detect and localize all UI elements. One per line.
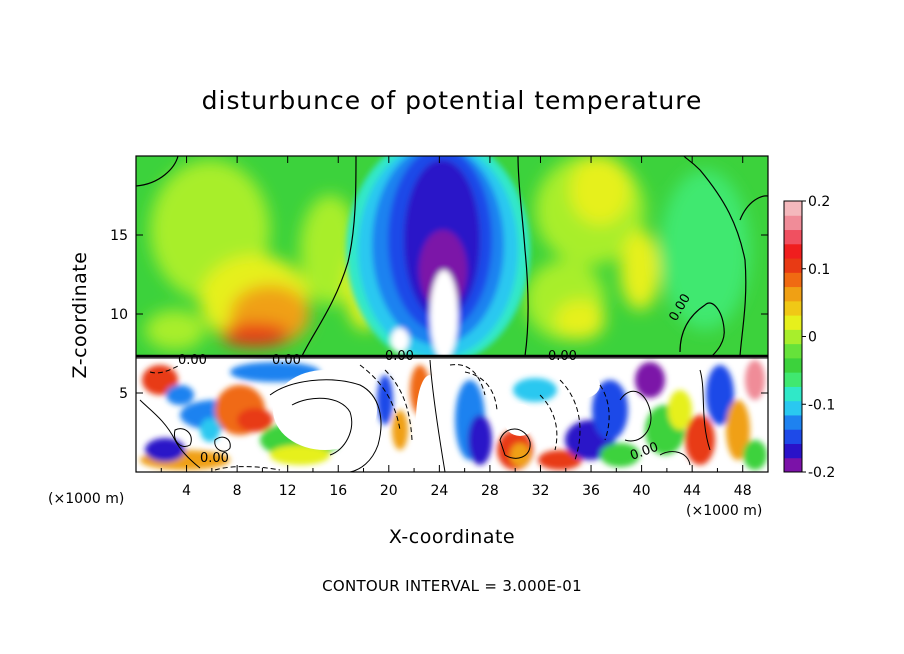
lower-layer-patches [140,360,767,470]
colorbar-swatch [784,343,802,359]
contour-value-label: 0.00 [385,349,414,364]
x-tick-label: 24 [430,483,448,499]
colorbar-swatch [784,443,802,459]
colorbar-swatch [784,386,802,402]
colorbar-tick-label: -0.1 [808,397,835,413]
cold-plume [346,156,530,365]
x-tick-label: 44 [683,483,701,499]
colorbar-swatch [784,329,802,345]
colorbar-swatch [784,429,802,444]
colorbar-tick-label: -0.2 [808,465,835,481]
colorbar-swatch [784,357,802,373]
colorbar-swatch [784,229,802,245]
x-tick-label: 36 [582,483,600,499]
y-tick-label: 5 [119,386,128,402]
y-tick-label: 10 [110,307,128,323]
colorbar-swatch [784,243,802,259]
contour-lines [136,156,768,472]
x-tick-label: 16 [329,483,347,499]
chart-title: disturbunce of potential temperature [201,86,703,115]
x-tick-label: 8 [233,483,242,499]
colorbar-swatch [784,272,802,288]
x-unit-label-left: (×1000 m) [48,491,125,507]
colorbar-swatch [784,201,802,216]
x-tick-label: 48 [734,483,752,499]
colorbar-swatch [784,215,802,231]
x-tick-label: 20 [380,483,398,499]
colorbar-swatch [784,300,802,316]
colorbar-swatch [784,315,802,330]
x-tick-label: 32 [532,483,550,499]
y-tick-group: 5 10 15 [110,228,768,402]
contour-value-label: 0.00 [548,349,577,364]
colorbar-swatch [784,372,802,387]
x-tick-label: 4 [182,483,191,499]
colorbar-swatch [784,457,802,473]
contour-value-label: 0.00 [178,353,207,368]
x-axis-label: X-coordinate [388,526,516,548]
colorbar-tick-label: 0.2 [808,194,830,210]
colorbar-swatch [784,414,802,430]
colorbar-tick-label: 0 [808,330,817,346]
colorbar-swatch [784,286,802,302]
colorbar-swatch [784,258,802,273]
x-tick-label: 40 [633,483,651,499]
x-tick-group: 4 8 12 16 20 24 28 32 36 40 44 48 [160,156,752,499]
colorbar-tick-label: 0.1 [808,262,830,278]
negative-contours [149,364,610,471]
y-tick-label: 15 [110,228,128,244]
contour-interval-note: CONTOUR INTERVAL = 3.000E-01 [322,577,582,595]
contour-value-label: 0.00 [200,451,229,466]
field-plot [136,156,768,472]
x-tick-label: 28 [481,483,499,499]
colorbar: 0.2 0.1 0 -0.1 -0.2 [783,194,835,481]
x-unit-label-right: (×1000 m) [686,503,763,519]
x-tick-label: 12 [279,483,297,499]
contour-value-label: 0.00 [272,353,301,368]
colorbar-swatch [784,400,802,416]
